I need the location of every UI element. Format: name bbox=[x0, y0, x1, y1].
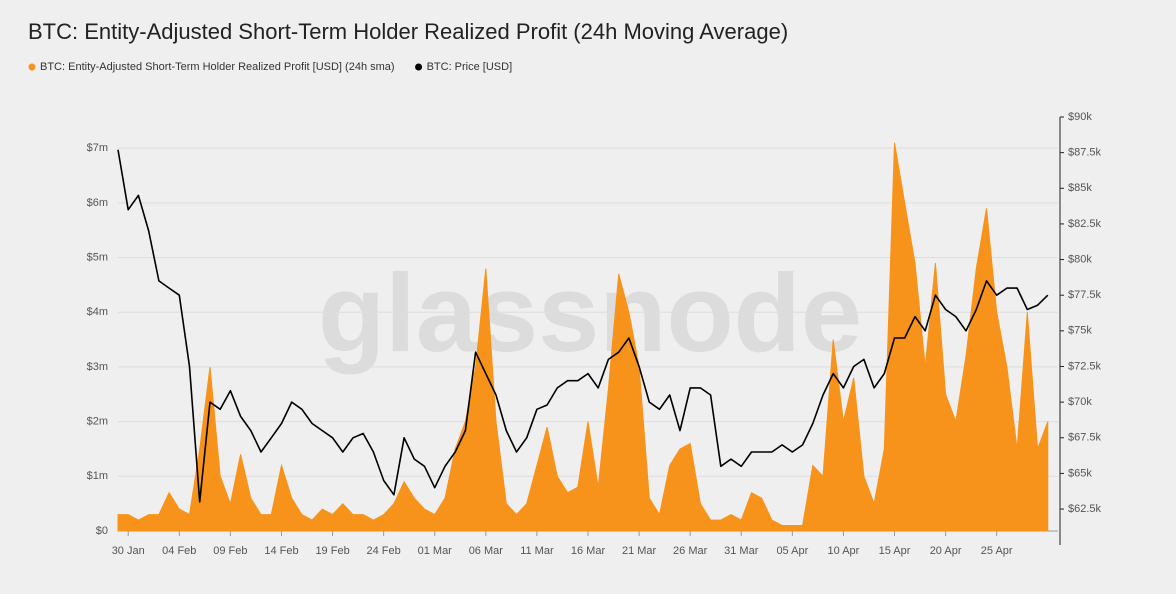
x-tick-label: 10 Apr bbox=[828, 545, 860, 557]
y2-tick-label: $62.5k bbox=[1068, 503, 1102, 515]
y-tick-label: $2m bbox=[87, 416, 108, 428]
x-tick-label: 15 Apr bbox=[879, 545, 911, 557]
x-tick-label: 24 Feb bbox=[367, 545, 401, 557]
y-tick-label: $4m bbox=[87, 306, 108, 318]
x-tick-label: 01 Mar bbox=[418, 545, 453, 557]
x-tick-label: 31 Mar bbox=[724, 545, 759, 557]
x-tick-label: 19 Feb bbox=[315, 545, 349, 557]
x-tick-label: 16 Mar bbox=[571, 545, 606, 557]
legend-label: BTC: Entity-Adjusted Short-Term Holder R… bbox=[40, 61, 395, 73]
y-tick-label: $7m bbox=[87, 142, 108, 154]
y2-tick-label: $77.5k bbox=[1068, 289, 1102, 301]
y-tick-label: $3m bbox=[87, 361, 108, 373]
x-tick-label: 11 Mar bbox=[520, 545, 554, 557]
x-tick-label: 14 Feb bbox=[264, 545, 298, 557]
y2-tick-label: $80k bbox=[1068, 253, 1092, 265]
legend-marker bbox=[28, 63, 36, 71]
y2-tick-label: $67.5k bbox=[1068, 432, 1102, 444]
chart-title: BTC: Entity-Adjusted Short-Term Holder R… bbox=[28, 19, 788, 44]
x-tick-label: 04 Feb bbox=[162, 545, 196, 557]
y2-tick-label: $82.5k bbox=[1068, 218, 1102, 230]
x-tick-label: 21 Mar bbox=[622, 545, 657, 557]
x-tick-label: 05 Apr bbox=[776, 545, 808, 557]
area bbox=[117, 142, 1049, 532]
y-tick-label: $5m bbox=[87, 251, 108, 263]
watermark: glassnode bbox=[318, 252, 862, 375]
x-tick-label: 30 Jan bbox=[112, 545, 145, 557]
x-tick-label: 09 Feb bbox=[213, 545, 247, 557]
y-tick-label: $1m bbox=[87, 470, 108, 482]
y2-tick-label: $70k bbox=[1068, 396, 1092, 408]
line bbox=[117, 149, 1049, 503]
y2-tick-label: $65k bbox=[1068, 467, 1092, 479]
y2-tick-label: $72.5k bbox=[1068, 360, 1102, 372]
legend-marker bbox=[415, 63, 423, 71]
y-tick-label: $0 bbox=[96, 525, 108, 537]
x-tick-label: 20 Apr bbox=[930, 545, 962, 557]
x-tick-label: 26 Mar bbox=[673, 545, 708, 557]
x-tick-label: 06 Mar bbox=[469, 545, 504, 557]
y-tick-label: $6m bbox=[87, 197, 108, 209]
y2-tick-label: $87.5k bbox=[1068, 147, 1102, 159]
x-tick-label: 25 Apr bbox=[981, 545, 1013, 557]
y2-tick-label: $75k bbox=[1068, 325, 1092, 337]
y2-tick-label: $90k bbox=[1068, 111, 1092, 123]
legend-label: BTC: Price [USD] bbox=[427, 61, 513, 73]
y2-tick-label: $85k bbox=[1068, 182, 1092, 194]
